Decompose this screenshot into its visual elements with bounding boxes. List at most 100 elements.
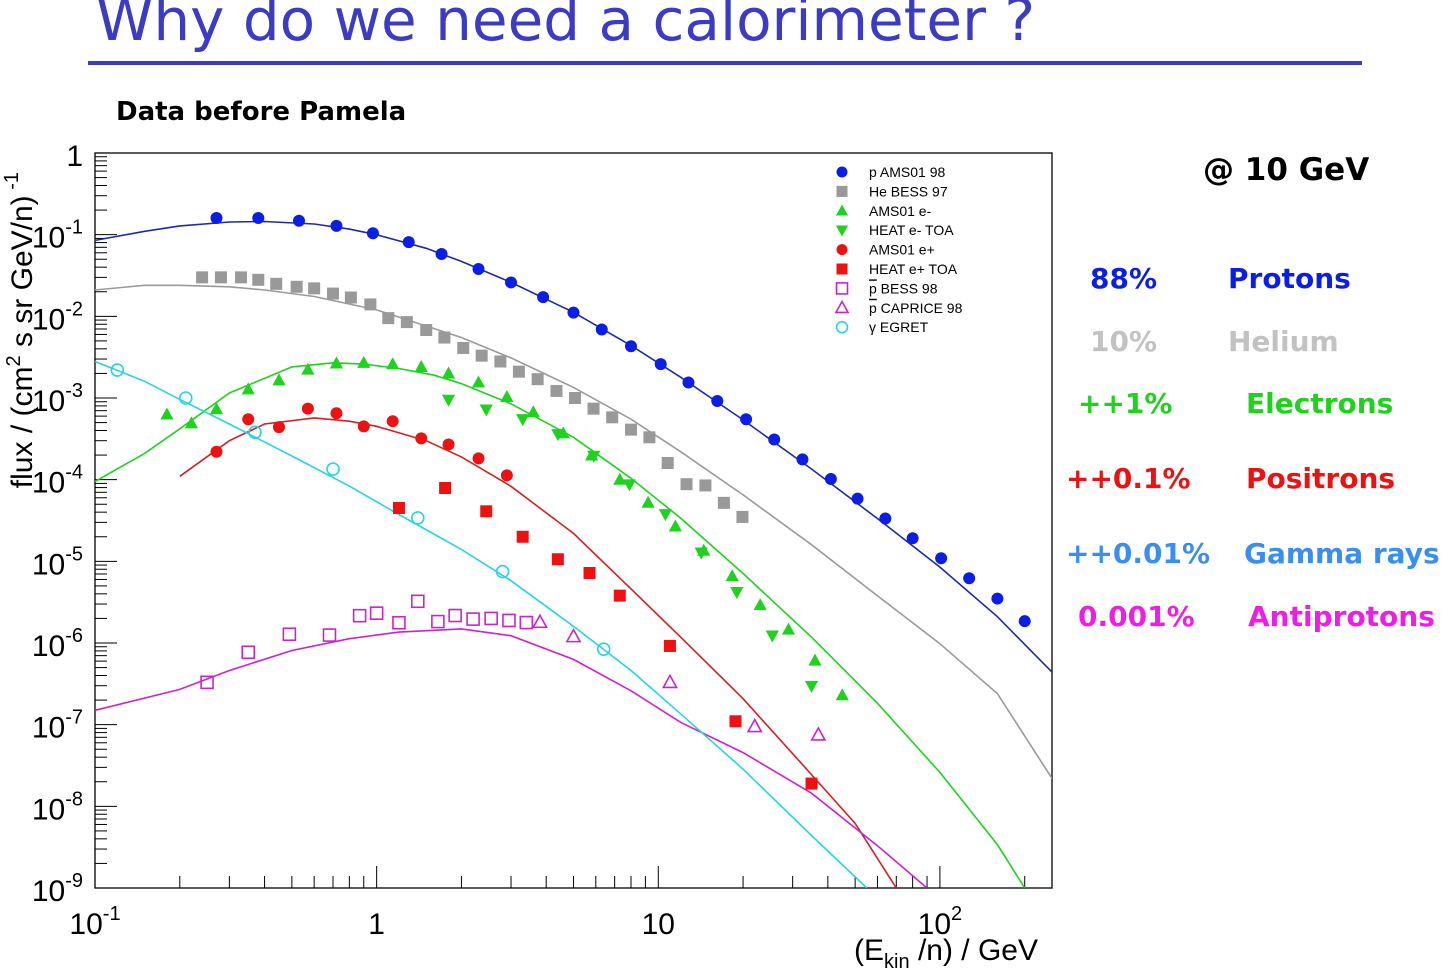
y-tick-exponent: -4	[65, 462, 83, 484]
point-ams01-e-	[210, 445, 223, 458]
point-ams01-e-	[500, 390, 514, 403]
point-p-caprice-98	[810, 726, 827, 741]
point-heat-e-toa	[516, 530, 529, 543]
energy-header: @ 10 GeV	[1203, 152, 1370, 188]
point-heat-e-toa	[730, 587, 744, 600]
species-electrons: Electrons	[1246, 387, 1394, 420]
y-axis-title-main: flux / (cm	[6, 367, 39, 489]
point-p-caprice-98	[531, 613, 548, 629]
point-he-bess-97	[252, 273, 265, 286]
y-tick-label: 10-7	[32, 707, 83, 745]
point-ams01-e-	[472, 452, 485, 465]
point-heat-e-toa	[439, 482, 452, 495]
species-helium: Helium	[1228, 325, 1339, 358]
point-heat-e-toa	[551, 429, 565, 442]
point-he-bess-97	[400, 316, 413, 329]
point-ams01-e-	[242, 413, 255, 426]
point-ams01-e-	[641, 495, 655, 508]
y-tick-exponent: -8	[65, 788, 83, 810]
percent-electrons: ++1%	[1078, 387, 1173, 420]
y-tick-label: 10-6	[32, 625, 83, 663]
point-p-bess-98	[322, 628, 337, 642]
y-tick-base: 10	[32, 303, 65, 336]
point-ams01-e-	[725, 569, 739, 582]
y-tick-base: 10	[32, 548, 65, 581]
point-p-ams01-98	[682, 376, 695, 389]
point-p-ams01-98	[935, 552, 948, 565]
point-p-ams01-98	[654, 358, 667, 371]
point-he-bess-97	[736, 510, 749, 523]
legend-marker	[836, 244, 848, 256]
model-curve-1	[95, 284, 1052, 779]
point-he-bess-97	[382, 312, 395, 325]
x-tick-label: 10	[642, 908, 675, 941]
point-p-ams01-98	[768, 433, 781, 446]
legend-label-rest: BESS 98	[877, 280, 938, 296]
point-p-caprice-98	[565, 627, 582, 643]
point--egret	[248, 425, 262, 440]
point-he-bess-97	[327, 287, 340, 300]
point-p-ams01-98	[402, 236, 415, 249]
point-p-bess-98	[431, 614, 445, 629]
x-axis-title-rest: /n) / GeV	[910, 934, 1038, 967]
y-axis-title-exponent: -1	[1, 172, 23, 195]
point-he-bess-97	[420, 324, 433, 337]
point-p-ams01-98	[906, 532, 919, 545]
legend-label: He BESS 97	[869, 183, 948, 199]
point-ams01-e-	[781, 622, 796, 635]
legend-label-overline: p	[869, 280, 877, 296]
x-axis-title-subscript: kin	[884, 951, 910, 973]
x-tick-label: 1	[368, 908, 385, 941]
point--egret	[110, 363, 125, 377]
point-he-bess-97	[661, 456, 674, 469]
point--egret	[178, 391, 193, 405]
point-heat-e-toa	[765, 630, 779, 643]
point-ams01-e-	[301, 362, 315, 375]
point-he-bess-97	[438, 331, 451, 344]
point-p-ams01-98	[711, 394, 724, 407]
x-tick-base: 10	[69, 908, 102, 941]
point-p-bess-98	[241, 645, 256, 660]
x-tick-label: 102	[918, 903, 963, 941]
x-tick-label: 10-1	[69, 903, 120, 941]
model-curve-3	[179, 417, 897, 888]
point-ams01-e-	[441, 366, 456, 379]
y-tick-label: 1	[66, 140, 83, 173]
point-ams01-e-	[386, 357, 400, 370]
point-he-bess-97	[475, 349, 488, 362]
slide-title: Why do we need a calorimeter ?	[96, 0, 1036, 54]
point-he-bess-97	[235, 271, 248, 284]
x-axis-title: (Ekin /n) / GeV	[854, 934, 1038, 973]
point-ams01-e-	[386, 415, 399, 428]
legend-marker	[835, 282, 849, 295]
point-ams01-e-	[301, 402, 314, 415]
y-tick-base: 10	[32, 222, 65, 255]
point-p-ams01-98	[851, 492, 864, 505]
point-p-bess-98	[352, 608, 367, 623]
point-heat-e-toa	[658, 509, 673, 522]
point-p-bess-98	[448, 608, 462, 623]
point-he-bess-97	[494, 355, 507, 368]
point-he-bess-97	[270, 277, 283, 290]
point-he-bess-97	[214, 271, 227, 284]
point-p-bess-98	[282, 627, 297, 642]
y-axis-title-superscript: 2	[3, 355, 25, 366]
legend-marker	[834, 299, 850, 314]
point-heat-e-toa	[805, 777, 818, 790]
point-heat-e-toa	[622, 479, 637, 492]
legend-label: p AMS01 98	[869, 164, 945, 180]
point-p-ams01-98	[537, 291, 550, 304]
model-curves	[95, 220, 1052, 888]
y-axis-title-rest: s sr GeV/n)	[6, 195, 39, 355]
point-heat-e-toa	[663, 639, 676, 652]
y-tick-exponent: -1	[65, 217, 83, 239]
point-p-ams01-98	[210, 211, 223, 224]
point-heat-e-toa	[804, 680, 819, 693]
point-ams01-e-	[500, 469, 513, 482]
point-p-ams01-98	[472, 262, 485, 275]
y-tick-base: 10	[32, 630, 65, 663]
y-tick-label: 10-4	[32, 462, 83, 500]
model-curve-4	[95, 628, 928, 888]
point-p-bess-98	[466, 612, 480, 626]
point-p-ams01-98	[366, 227, 379, 240]
